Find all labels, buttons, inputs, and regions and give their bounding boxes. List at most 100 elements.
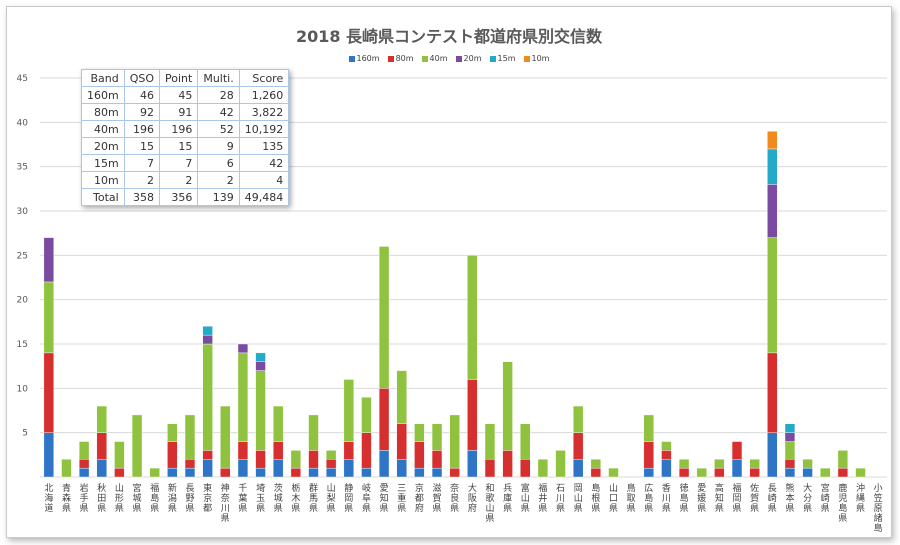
chart-legend: 160m 80m 40m 20m 15m 10m: [7, 54, 891, 63]
bar-segment: [837, 450, 849, 469]
y-tick-label: 40: [17, 118, 29, 128]
table-cell: 42: [238, 154, 290, 172]
table-cell: Total: [81, 188, 125, 206]
bar-segment: [414, 467, 425, 478]
bar-segment: [78, 467, 90, 478]
bar-chart-plot: 5 10 15 20 25 30 35 40 45 北海道青森県岩手県秋田県山形県宮城県福島県新潟…: [17, 74, 887, 534]
y-tick-label: 20: [17, 296, 29, 306]
score-table-header: Score: [238, 69, 290, 87]
bar-segment: [255, 450, 266, 469]
x-tick-label: 兵庫県: [503, 482, 512, 514]
bar-segment: [237, 459, 249, 478]
bar-segment: [714, 467, 725, 478]
x-tick-label: 京都府: [415, 482, 424, 514]
bar-segment: [749, 467, 760, 478]
bar-segment: [43, 281, 54, 354]
y-tick-label: 25: [17, 251, 28, 261]
bar-segment: [184, 459, 196, 469]
bar-segment: [484, 459, 496, 478]
bar-segment: [449, 467, 460, 478]
bar-segment: [290, 450, 302, 469]
bar-segment: [202, 326, 213, 336]
x-tick-label: 大分県: [803, 482, 812, 514]
bar-segment: [820, 467, 831, 478]
x-tick-label: 和歌山県: [485, 483, 494, 524]
table-cell: 7: [159, 154, 199, 172]
table-cell: 7: [123, 154, 161, 172]
bar-segment: [573, 432, 584, 460]
table-cell: 42: [197, 103, 240, 121]
x-tick-label: 神奈川県: [221, 482, 230, 524]
bar-segment: [431, 450, 443, 469]
bar-segment: [202, 343, 213, 451]
x-tick-label: 宮城県: [133, 482, 142, 514]
y-tick-label: 5: [22, 429, 28, 439]
bar-segment: [643, 467, 654, 478]
bar-segment: [802, 459, 813, 469]
score-table-row: 160m 46 45 28 1,260: [81, 86, 290, 104]
bar-segment: [43, 352, 54, 433]
table-cell: 196: [159, 120, 199, 138]
x-tick-label: 長野県: [185, 483, 194, 514]
bar-segment: [784, 459, 796, 469]
bar-segment: [396, 370, 407, 425]
y-tick-label: 30: [17, 207, 29, 217]
bar-segment: [184, 467, 196, 478]
y-tick-label: 35: [17, 163, 28, 173]
score-table-row: 40m 196 196 52 10,192: [81, 120, 290, 138]
score-table-header: Point: [159, 69, 199, 87]
x-tick-label: 岐阜県: [362, 482, 371, 514]
bar-segment: [361, 397, 372, 433]
x-tick-label: 愛媛県: [697, 482, 706, 514]
bar-segment: [714, 459, 725, 469]
table-cell: 1,260: [238, 86, 290, 104]
x-tick-label: 石川県: [556, 484, 565, 514]
bar-segment: [749, 459, 760, 469]
table-cell: 91: [159, 103, 199, 121]
legend-label: 40m: [429, 54, 448, 63]
x-tick-label: 福岡県: [733, 482, 742, 514]
bar-segment: [255, 370, 266, 451]
bar-segment: [767, 352, 778, 433]
bar-segment: [343, 459, 354, 478]
bar-segment: [255, 467, 266, 478]
bar-segment: [467, 379, 478, 451]
bar-segment: [114, 441, 125, 469]
bar-segment: [784, 467, 796, 478]
x-tick-label: 広島県: [644, 482, 653, 514]
bar-segment: [396, 459, 407, 478]
legend-swatch: [489, 55, 496, 62]
bar-segment: [237, 343, 249, 354]
x-tick-label: 徳島県: [680, 482, 689, 514]
legend-label: 15m: [497, 54, 516, 63]
x-tick-label: 高知県: [715, 482, 724, 514]
bar-segment: [431, 467, 443, 478]
bar-segment: [96, 459, 107, 478]
x-tick-label: 福井県: [538, 482, 547, 514]
table-cell: 15m: [81, 154, 125, 172]
x-tick-label: 岩手県: [80, 482, 89, 514]
table-cell: 2: [123, 171, 161, 189]
bar-segment: [61, 459, 72, 478]
bar-segment: [590, 467, 601, 478]
bar-segment: [290, 467, 302, 478]
x-tick-label: 埼玉県: [256, 482, 265, 514]
bar-segment: [520, 459, 531, 478]
y-tick-label: 45: [17, 74, 28, 84]
x-tick-label: 千葉県: [238, 483, 247, 514]
bar-segment: [573, 459, 584, 478]
bar-segment: [784, 432, 796, 442]
x-tick-label: 小笠原諸島: [874, 483, 883, 534]
x-tick-label: 群馬県: [309, 482, 318, 514]
score-table-header: QSO: [123, 69, 161, 87]
bar-segment: [78, 441, 90, 460]
table-cell: 358: [123, 188, 161, 206]
bar-segment: [449, 414, 460, 469]
bar-segment: [202, 450, 213, 460]
bar-segment: [767, 148, 778, 185]
bar-segment: [661, 441, 672, 451]
x-tick-label: 鹿児島県: [838, 482, 847, 524]
y-tick-label: 10: [17, 384, 29, 394]
table-cell: 139: [197, 188, 240, 206]
x-tick-label: 滋賀県: [433, 482, 442, 514]
